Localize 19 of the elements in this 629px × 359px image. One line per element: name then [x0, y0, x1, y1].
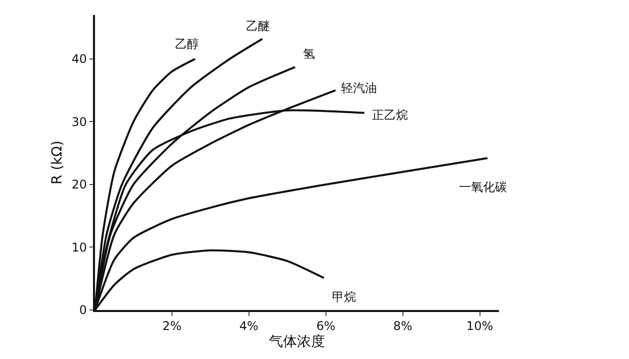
y-tick-label: 30	[72, 114, 87, 129]
series-label: 乙醚	[246, 19, 270, 33]
y-axis-title: R (kΩ)	[50, 140, 66, 184]
series-label: 乙醇	[175, 37, 199, 51]
y-tick-label: 10	[72, 240, 87, 254]
y-tick-label: 40	[72, 52, 87, 66]
series-label: 轻汽油	[341, 81, 377, 95]
y-tick-label: 0	[79, 303, 87, 318]
series-label: 甲烷	[332, 290, 356, 304]
y-tick-label: 20	[72, 178, 87, 192]
x-tick-label: 10%	[466, 319, 494, 334]
series-label: 正乙烷	[372, 108, 408, 122]
x-tick-label: 6%	[316, 319, 336, 334]
x-tick-label: 4%	[239, 319, 258, 334]
x-tick-label: 8%	[393, 319, 412, 334]
x-tick-label: 2%	[162, 319, 182, 334]
series-label: 氢	[303, 47, 315, 61]
series-label: 一氧化碳	[459, 180, 507, 194]
x-axis-title: 气体浓度	[269, 334, 325, 350]
